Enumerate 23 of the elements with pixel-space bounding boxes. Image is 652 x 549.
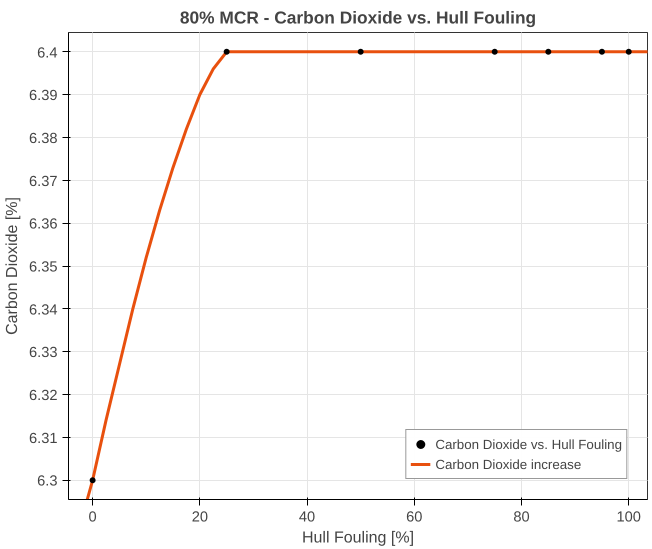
chart-title: 80% MCR - Carbon Dioxide vs. Hull Fouling bbox=[180, 8, 536, 28]
y-tick-label: 6.38 bbox=[28, 130, 58, 147]
y-tick-label: 6.31 bbox=[28, 430, 58, 447]
y-tick-label: 6.34 bbox=[28, 302, 58, 318]
y-tick-label: 6.35 bbox=[28, 260, 58, 276]
x-tick-label: 60 bbox=[406, 510, 422, 526]
legend-label: Carbon Dioxide vs. Hull Fouling bbox=[435, 436, 622, 452]
x-tick-label: 0 bbox=[88, 510, 97, 526]
y-tick-label: 6.32 bbox=[28, 388, 58, 404]
y-tick-label: 6.37 bbox=[28, 174, 58, 190]
y-axis-title: Carbon Dioxide [%] bbox=[4, 197, 21, 335]
x-tick-label: 40 bbox=[298, 510, 316, 526]
line-series bbox=[86, 50, 648, 500]
legend-label: Carbon Dioxide increase bbox=[435, 456, 582, 472]
y-tick-label: 6.4 bbox=[37, 45, 58, 62]
y-tick-label: 6.36 bbox=[28, 216, 58, 233]
x-tick-label: 100 bbox=[616, 510, 641, 526]
x-axis-title: Hull Fouling [%] bbox=[302, 530, 414, 546]
y-tick-label: 6.39 bbox=[28, 88, 58, 104]
y-tick-label: 6.3 bbox=[37, 474, 58, 490]
x-tick-label: 20 bbox=[192, 510, 208, 526]
y-tick-label: 6.33 bbox=[28, 345, 58, 362]
x-tick-label: 80 bbox=[513, 510, 530, 526]
